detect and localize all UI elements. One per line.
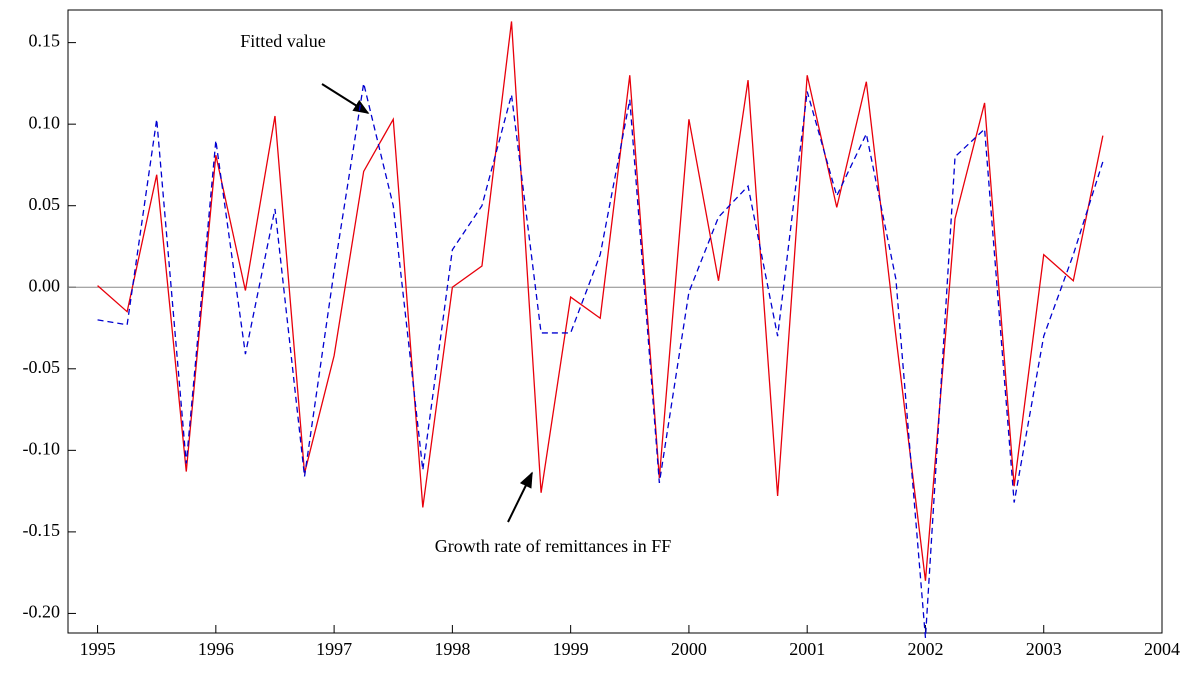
series-line bbox=[97, 83, 1104, 638]
y-tick-label: 0.15 bbox=[29, 31, 61, 51]
y-tick-label: 0.00 bbox=[29, 275, 61, 295]
series-line bbox=[97, 21, 1104, 581]
x-tick-label: 1997 bbox=[316, 639, 352, 659]
x-tick-label: 2004 bbox=[1144, 639, 1180, 659]
x-tick-label: 1999 bbox=[553, 639, 589, 659]
y-tick-label: 0.05 bbox=[29, 194, 61, 214]
plot-frame bbox=[67, 9, 1163, 634]
x-tick-label: 1998 bbox=[434, 639, 470, 659]
x-tick-label: 2003 bbox=[1026, 639, 1062, 659]
x-tick-label: 2001 bbox=[789, 639, 825, 659]
y-tick-label: -0.20 bbox=[23, 602, 61, 622]
y-tick-label: -0.10 bbox=[23, 438, 61, 458]
x-tick-label: 1996 bbox=[198, 639, 234, 659]
y-tick-label: -0.15 bbox=[23, 520, 61, 540]
y-tick-label: 0.10 bbox=[29, 112, 61, 132]
x-tick-label: 1995 bbox=[80, 639, 116, 659]
x-tick-label: 2000 bbox=[671, 639, 707, 659]
x-tick-label: 2002 bbox=[907, 639, 943, 659]
annotation: Fitted value bbox=[240, 31, 325, 51]
annotation-arrow bbox=[507, 471, 533, 523]
annotation: Growth rate of remittances in FF bbox=[435, 536, 671, 556]
y-tick-label: -0.05 bbox=[23, 357, 61, 377]
